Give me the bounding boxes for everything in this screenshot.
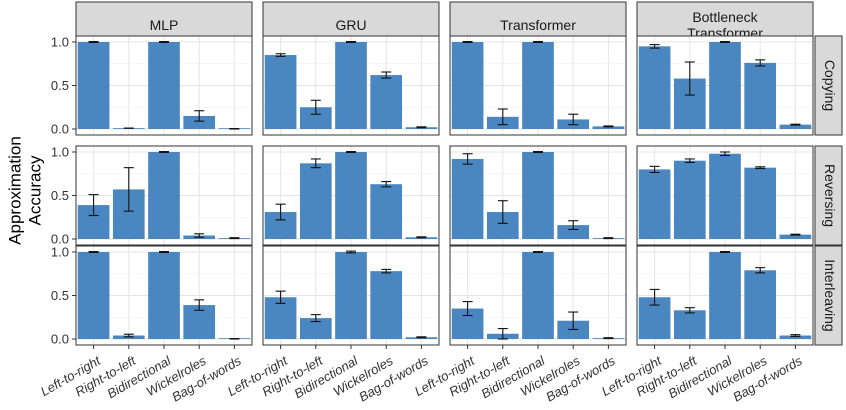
panel-border [636, 35, 814, 136]
y-tick-label: 1.0 [51, 35, 69, 50]
bar-bag-of-words [592, 126, 625, 129]
bar-left-to-right [264, 297, 297, 339]
bar-bidirectional [709, 153, 741, 239]
bar-bidirectional [522, 252, 554, 339]
y-tick-label: 1.0 [51, 245, 69, 260]
bar-bidirectional [709, 252, 741, 339]
bar-right-to-left [299, 163, 332, 239]
bar-left-to-right [638, 169, 671, 239]
y-tick-label: 0.0 [51, 232, 69, 247]
bar-wickelroles [744, 270, 777, 339]
bar-bidirectional [148, 252, 180, 339]
y-tick-label: 0.0 [51, 122, 69, 137]
panel-border [636, 145, 814, 246]
facet-label-gru: GRU [335, 17, 366, 33]
bar-left-to-right [77, 42, 110, 129]
bar-bidirectional [148, 42, 180, 129]
bar-bidirectional [335, 252, 367, 339]
bar-left-to-right [638, 46, 671, 129]
bar-bidirectional [335, 152, 367, 239]
bar-right-to-left [299, 107, 332, 129]
bar-bidirectional [522, 42, 554, 129]
facet-label-mlp: MLP [150, 17, 179, 33]
panel-border [75, 35, 253, 136]
bar-wickelroles [183, 115, 216, 129]
bar-wickelroles [744, 62, 777, 129]
facet-label-copying: Copying [822, 60, 838, 111]
bar-bidirectional [709, 42, 741, 129]
facet-label-bottleneck: Bottleneck [692, 9, 758, 25]
y-tick-label: 0.5 [51, 188, 69, 203]
facet-strip-copying [814, 35, 843, 136]
panel-border [75, 145, 253, 246]
bar-bidirectional [522, 152, 554, 239]
panel-border [262, 35, 440, 136]
y-axis-title: Approximation [5, 136, 24, 245]
y-axis-title: Accuracy [25, 155, 44, 225]
facet-strip-interleaving [814, 245, 843, 346]
facet-label-reversing: Reversing [822, 164, 838, 227]
bar-right-to-left [673, 160, 706, 239]
bar-right-to-left [299, 318, 332, 339]
bar-wickelroles [370, 271, 403, 339]
bar-left-to-right [451, 158, 484, 239]
y-tick-label: 0.5 [51, 78, 69, 93]
bar-left-to-right [77, 252, 110, 339]
bar-wickelroles [557, 225, 590, 239]
y-tick-label: 0.5 [51, 288, 69, 303]
bar-right-to-left [673, 310, 706, 339]
bar-wickelroles [370, 184, 403, 239]
bar-wickelroles [370, 75, 403, 129]
panel-border [449, 35, 627, 136]
facet-label-interleaving: Interleaving [822, 259, 838, 331]
facet-strip-reversing [814, 145, 843, 246]
bar-bag-of-words [779, 335, 812, 339]
bar-bidirectional [148, 152, 180, 239]
panel-border [262, 145, 440, 246]
panel-border [449, 145, 627, 246]
bar-left-to-right [264, 55, 297, 129]
bar-bag-of-words [779, 234, 812, 239]
y-tick-label: 0.0 [51, 332, 69, 347]
facet-label-transformer: Transformer [500, 17, 576, 33]
bar-wickelroles [744, 167, 777, 239]
bar-bidirectional [335, 42, 367, 129]
bar-bag-of-words [779, 124, 812, 129]
y-tick-label: 1.0 [51, 145, 69, 160]
bar-left-to-right [451, 42, 484, 129]
